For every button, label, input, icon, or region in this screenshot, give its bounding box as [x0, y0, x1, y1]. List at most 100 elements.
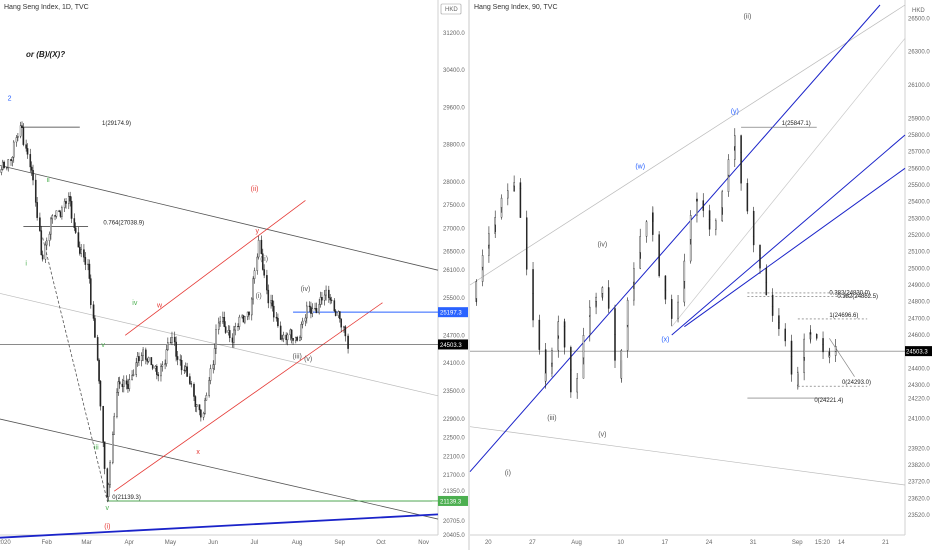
candle-body [67, 196, 70, 204]
candle-body [677, 301, 679, 319]
candle-body [138, 356, 140, 362]
price-tick: 26300.0 [908, 50, 930, 56]
candle-body [658, 256, 660, 277]
wave-label: ii [47, 177, 51, 184]
price-tick: 20705.0 [443, 519, 465, 525]
candle-body [311, 308, 314, 314]
candle-body [834, 351, 837, 356]
candle-body [314, 308, 316, 310]
candle-body [481, 255, 484, 268]
time-tick: 10 [617, 540, 624, 546]
candle-body [198, 404, 201, 411]
wave-label: (ii) [744, 13, 752, 20]
price-tick: 27000.0 [443, 226, 465, 232]
candle-body [36, 202, 38, 218]
wave-label: (x) [661, 337, 669, 344]
candle-body [285, 334, 287, 341]
candle-body [797, 372, 799, 386]
candle-body [21, 125, 23, 128]
right-price-scale[interactable] [905, 0, 932, 535]
time-tick: 24 [706, 540, 713, 546]
candle-body [186, 366, 188, 377]
fib-level-label: 0.382(24852.5) [837, 294, 878, 300]
candle-body [103, 441, 106, 469]
price-label-box [438, 307, 468, 318]
candle-body [261, 253, 264, 270]
left-price-scale[interactable] [438, 0, 468, 535]
candle-body [290, 329, 293, 339]
price-tick: 28000.0 [443, 180, 465, 186]
right-panel [470, 0, 905, 550]
candle-body [84, 257, 87, 265]
candle-body [601, 287, 604, 294]
candle-body [256, 256, 259, 271]
fib-level-label: 0.764(27038.9) [103, 220, 144, 226]
wave-label: (iv) [301, 286, 311, 293]
candle-body [689, 215, 692, 240]
candle-body [664, 289, 667, 300]
wave-label: 2 [8, 95, 12, 102]
right-chart-title: Hang Seng Index, 90, TVC [474, 4, 558, 11]
candle-body [822, 344, 824, 353]
price-tick: 25800.0 [908, 133, 930, 139]
price-tick: 23720.0 [908, 480, 930, 486]
candle-body [315, 308, 318, 314]
candle-body [63, 201, 66, 208]
candle-body [205, 395, 208, 401]
candle-body [525, 244, 528, 270]
candle-body [99, 380, 102, 407]
price-tick: 23500.0 [443, 389, 465, 395]
candle-body [595, 297, 597, 302]
price-tick: 25200.0 [908, 233, 930, 239]
candle-body [83, 249, 85, 258]
wave-label: (i) [256, 293, 262, 300]
candle-body [102, 406, 104, 442]
time-tick: May [165, 540, 176, 546]
price-label: 24503.3 [906, 350, 928, 356]
candle-body [146, 359, 149, 362]
red-channel-upper [124, 200, 306, 336]
candle-body [266, 275, 268, 291]
candle-body [74, 227, 77, 233]
grey-channel-lower [0, 418, 439, 520]
candle-body [58, 210, 60, 212]
currency-badge[interactable] [440, 3, 462, 15]
candle-body [784, 328, 786, 342]
candle-body [224, 326, 227, 333]
price-tick: 21350.0 [443, 489, 465, 495]
candle-body [6, 167, 8, 169]
time-tick: 17 [661, 540, 668, 546]
price-tick: 29600.0 [443, 105, 465, 111]
candle-body [161, 364, 164, 367]
candle-body [306, 305, 308, 319]
wave-label: iii [94, 444, 99, 451]
price-tick: 24700.0 [443, 333, 465, 339]
candle-body [127, 384, 129, 389]
candle-body [790, 356, 793, 375]
candle-body [29, 154, 32, 168]
candle-body [45, 240, 48, 246]
candle-body [183, 369, 186, 371]
time-tick: Oct [376, 540, 386, 546]
candle-body [77, 232, 80, 248]
price-tick: 22100.0 [443, 454, 465, 460]
left-chart: 1(29174.9)0.764(27038.9)0(21139.3)2iiivi… [0, 3, 468, 546]
candle-body [227, 330, 230, 333]
candle-body [339, 311, 341, 319]
wave-label: (ii) [251, 186, 259, 193]
candle-body [323, 294, 326, 301]
candle-body [244, 316, 246, 323]
candle-body [765, 282, 768, 296]
candle-body [696, 199, 698, 201]
price-tick: 27500.0 [443, 203, 465, 209]
candle-body [7, 159, 10, 168]
candle-body [238, 316, 241, 327]
candle-body [39, 217, 41, 231]
candle-body [118, 381, 121, 385]
candle-body [113, 416, 115, 435]
candle-body [50, 218, 52, 235]
price-tick: 22500.0 [443, 436, 465, 442]
candle-body [475, 281, 478, 299]
candle-body [22, 127, 25, 145]
candle-body [106, 468, 109, 497]
